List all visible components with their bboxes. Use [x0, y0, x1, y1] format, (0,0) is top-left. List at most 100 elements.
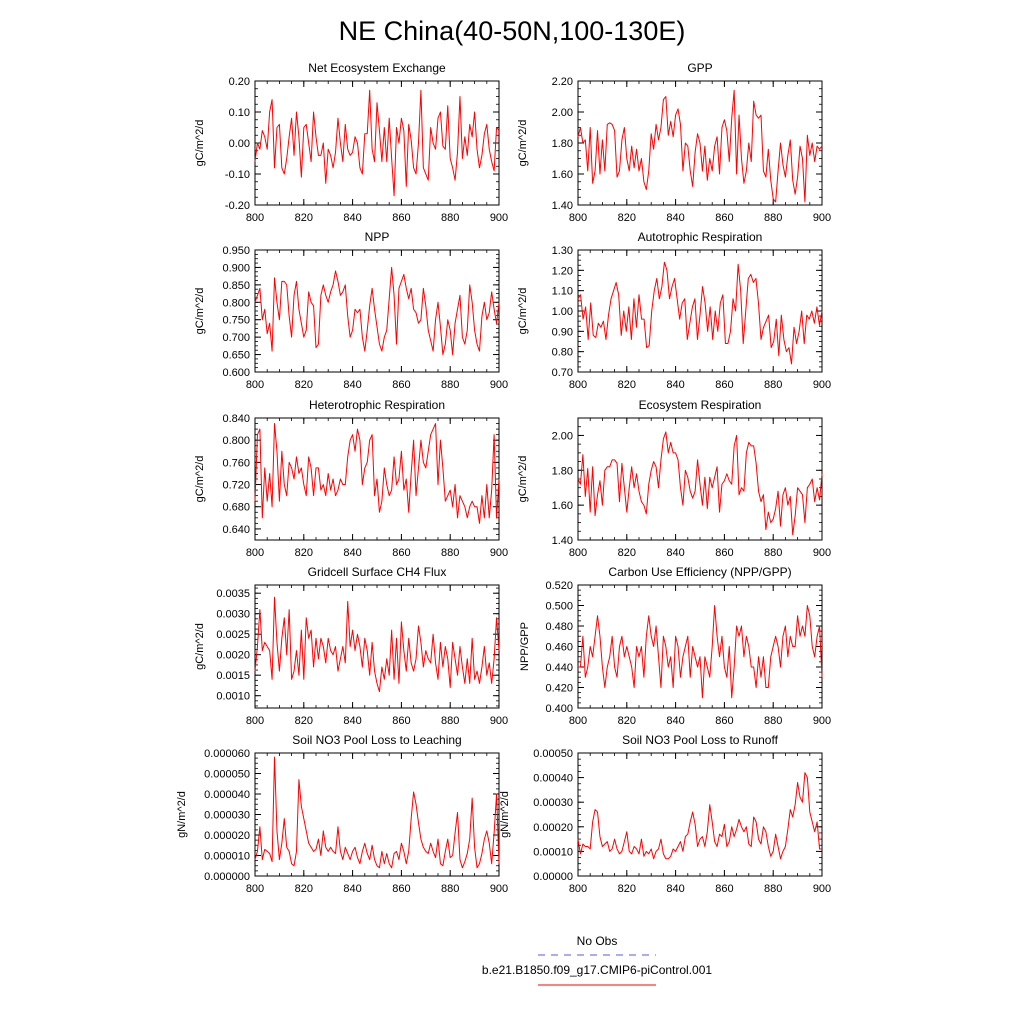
x-tick-label: 800	[569, 883, 587, 895]
x-tick-label: 900	[813, 715, 831, 727]
y-tick-label: 1.30	[552, 245, 573, 257]
x-tick-label: 840	[666, 883, 684, 895]
x-tick-label: 800	[569, 379, 587, 391]
x-tick-label: 820	[295, 379, 313, 391]
panel-title: Heterotrophic Respiration	[309, 398, 445, 412]
plot-frame	[254, 752, 500, 877]
y-axis-label: gC/m^2/d	[194, 288, 206, 335]
panel-title: NPP	[365, 230, 390, 244]
panel-title: Net Ecosystem Exchange	[308, 61, 446, 75]
y-tick-label: 2.00	[552, 107, 573, 119]
y-tick-label: 0.800	[222, 435, 250, 447]
x-tick-label: 860	[715, 212, 733, 224]
x-tick-label: 860	[392, 212, 410, 224]
y-axis-label: gC/m^2/d	[194, 120, 206, 167]
panel-3: NPP 800 820 840 860 880 900 0.600 0.650 0.700 0.75…	[194, 230, 508, 391]
x-tick-label: 880	[764, 715, 782, 727]
x-tick-label: 820	[618, 547, 636, 559]
x-tick-label: 880	[764, 212, 782, 224]
x-tick-label: 880	[764, 379, 782, 391]
y-tick-label: -0.10	[225, 169, 250, 181]
x-tick-label: 840	[343, 379, 361, 391]
panel-8: Carbon Use Efficiency (NPP/GPP) 800 820 840…	[519, 565, 831, 727]
y-tick-label: 0.900	[222, 262, 250, 274]
x-tick-label: 840	[666, 379, 684, 391]
y-tick-label: 0.460	[545, 642, 573, 654]
series-line	[577, 261, 823, 365]
series-line	[254, 756, 500, 869]
x-tick-label: 820	[618, 379, 636, 391]
x-tick-label: 900	[490, 883, 508, 895]
y-tick-label: 0.00050	[533, 748, 573, 760]
x-tick-label: 860	[392, 715, 410, 727]
x-tick-label: 900	[490, 715, 508, 727]
y-tick-label: 0.00010	[533, 846, 573, 858]
x-tick-label: 820	[295, 547, 313, 559]
x-tick-label: 900	[490, 379, 508, 391]
x-tick-label: 900	[813, 379, 831, 391]
legend-obs-label: No Obs	[577, 934, 618, 948]
panel-title: GPP	[687, 61, 712, 75]
x-tick-label: 900	[490, 547, 508, 559]
y-tick-label: 0.650	[222, 350, 250, 362]
x-tick-label: 860	[715, 883, 733, 895]
legend-model-label: b.e21.B1850.f09_g17.CMIP6-piControl.001	[482, 963, 712, 977]
y-tick-label: 0.00040	[533, 773, 573, 785]
x-tick-label: 820	[295, 212, 313, 224]
x-tick-label: 860	[715, 379, 733, 391]
x-tick-label: 880	[764, 883, 782, 895]
y-tick-label: 0.000010	[204, 851, 250, 863]
y-axis-label: gC/m^2/d	[194, 456, 206, 503]
series-line	[254, 596, 500, 693]
x-tick-label: 900	[490, 212, 508, 224]
series-line	[577, 431, 823, 536]
y-axis-label: gC/m^2/d	[194, 623, 206, 670]
series-line	[254, 423, 500, 524]
plot-frame	[254, 249, 500, 373]
y-axis-label: NPP/GPP	[519, 622, 531, 671]
x-tick-label: 820	[295, 883, 313, 895]
x-tick-label: 820	[295, 715, 313, 727]
y-axis-label: gN/m^2/d	[499, 791, 511, 838]
series-line	[577, 89, 823, 203]
y-tick-label: 0.0015	[216, 670, 250, 682]
y-tick-label: 0.0020	[216, 650, 250, 662]
y-tick-label: 0.000060	[204, 748, 250, 760]
main-title: NE China(40-50N,100-130E)	[339, 16, 686, 46]
y-tick-label: 0.0010	[216, 691, 250, 703]
y-tick-label: 0.480	[545, 621, 573, 633]
y-axis-label: gC/m^2/d	[517, 288, 529, 335]
y-tick-label: 1.10	[552, 286, 573, 298]
x-tick-label: 880	[764, 547, 782, 559]
y-tick-label: 1.00	[552, 306, 573, 318]
y-axis-label: gC/m^2/d	[517, 456, 529, 503]
panel-title: Soil NO3 Pool Loss to Runoff	[622, 733, 779, 747]
x-tick-label: 900	[813, 883, 831, 895]
y-tick-label: 0.000030	[204, 810, 250, 822]
y-tick-label: 2.20	[552, 76, 573, 88]
y-tick-label: 0.10	[229, 107, 250, 119]
y-tick-label: 1.40	[552, 535, 573, 547]
y-tick-label: 1.40	[552, 200, 573, 212]
y-tick-label: 0.00020	[533, 822, 573, 834]
panel-title: Ecosystem Respiration	[639, 398, 762, 412]
plot-frame	[254, 584, 500, 709]
y-tick-label: 1.80	[552, 465, 573, 477]
y-tick-label: 1.20	[552, 265, 573, 277]
y-tick-label: 0.00	[229, 138, 250, 150]
x-tick-label: 840	[343, 883, 361, 895]
x-tick-label: 900	[813, 547, 831, 559]
y-tick-label: 0.440	[545, 662, 573, 674]
y-tick-label: 0.20	[229, 76, 250, 88]
x-tick-label: 800	[569, 547, 587, 559]
panels: Net Ecosystem Exchange 800 820 840 860 880 900…	[176, 61, 831, 895]
x-tick-label: 860	[715, 547, 733, 559]
y-tick-label: 0.720	[222, 480, 250, 492]
y-tick-label: 0.950	[222, 245, 250, 257]
legend: No Obs b.e21.B1850.f09_g17.CMIP6-piContr…	[482, 934, 712, 986]
series-line	[578, 605, 823, 699]
series-line	[254, 89, 500, 197]
plot-frame	[254, 80, 500, 206]
y-tick-label: 0.760	[222, 457, 250, 469]
